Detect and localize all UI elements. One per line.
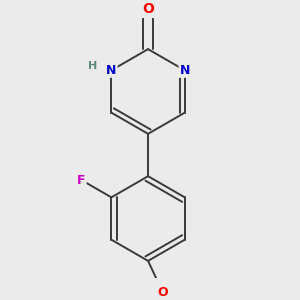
- Text: N: N: [106, 64, 117, 77]
- Text: O: O: [142, 2, 154, 16]
- Text: F: F: [77, 173, 86, 187]
- Text: N: N: [180, 64, 190, 77]
- Text: H: H: [88, 61, 97, 71]
- Text: O: O: [158, 286, 168, 299]
